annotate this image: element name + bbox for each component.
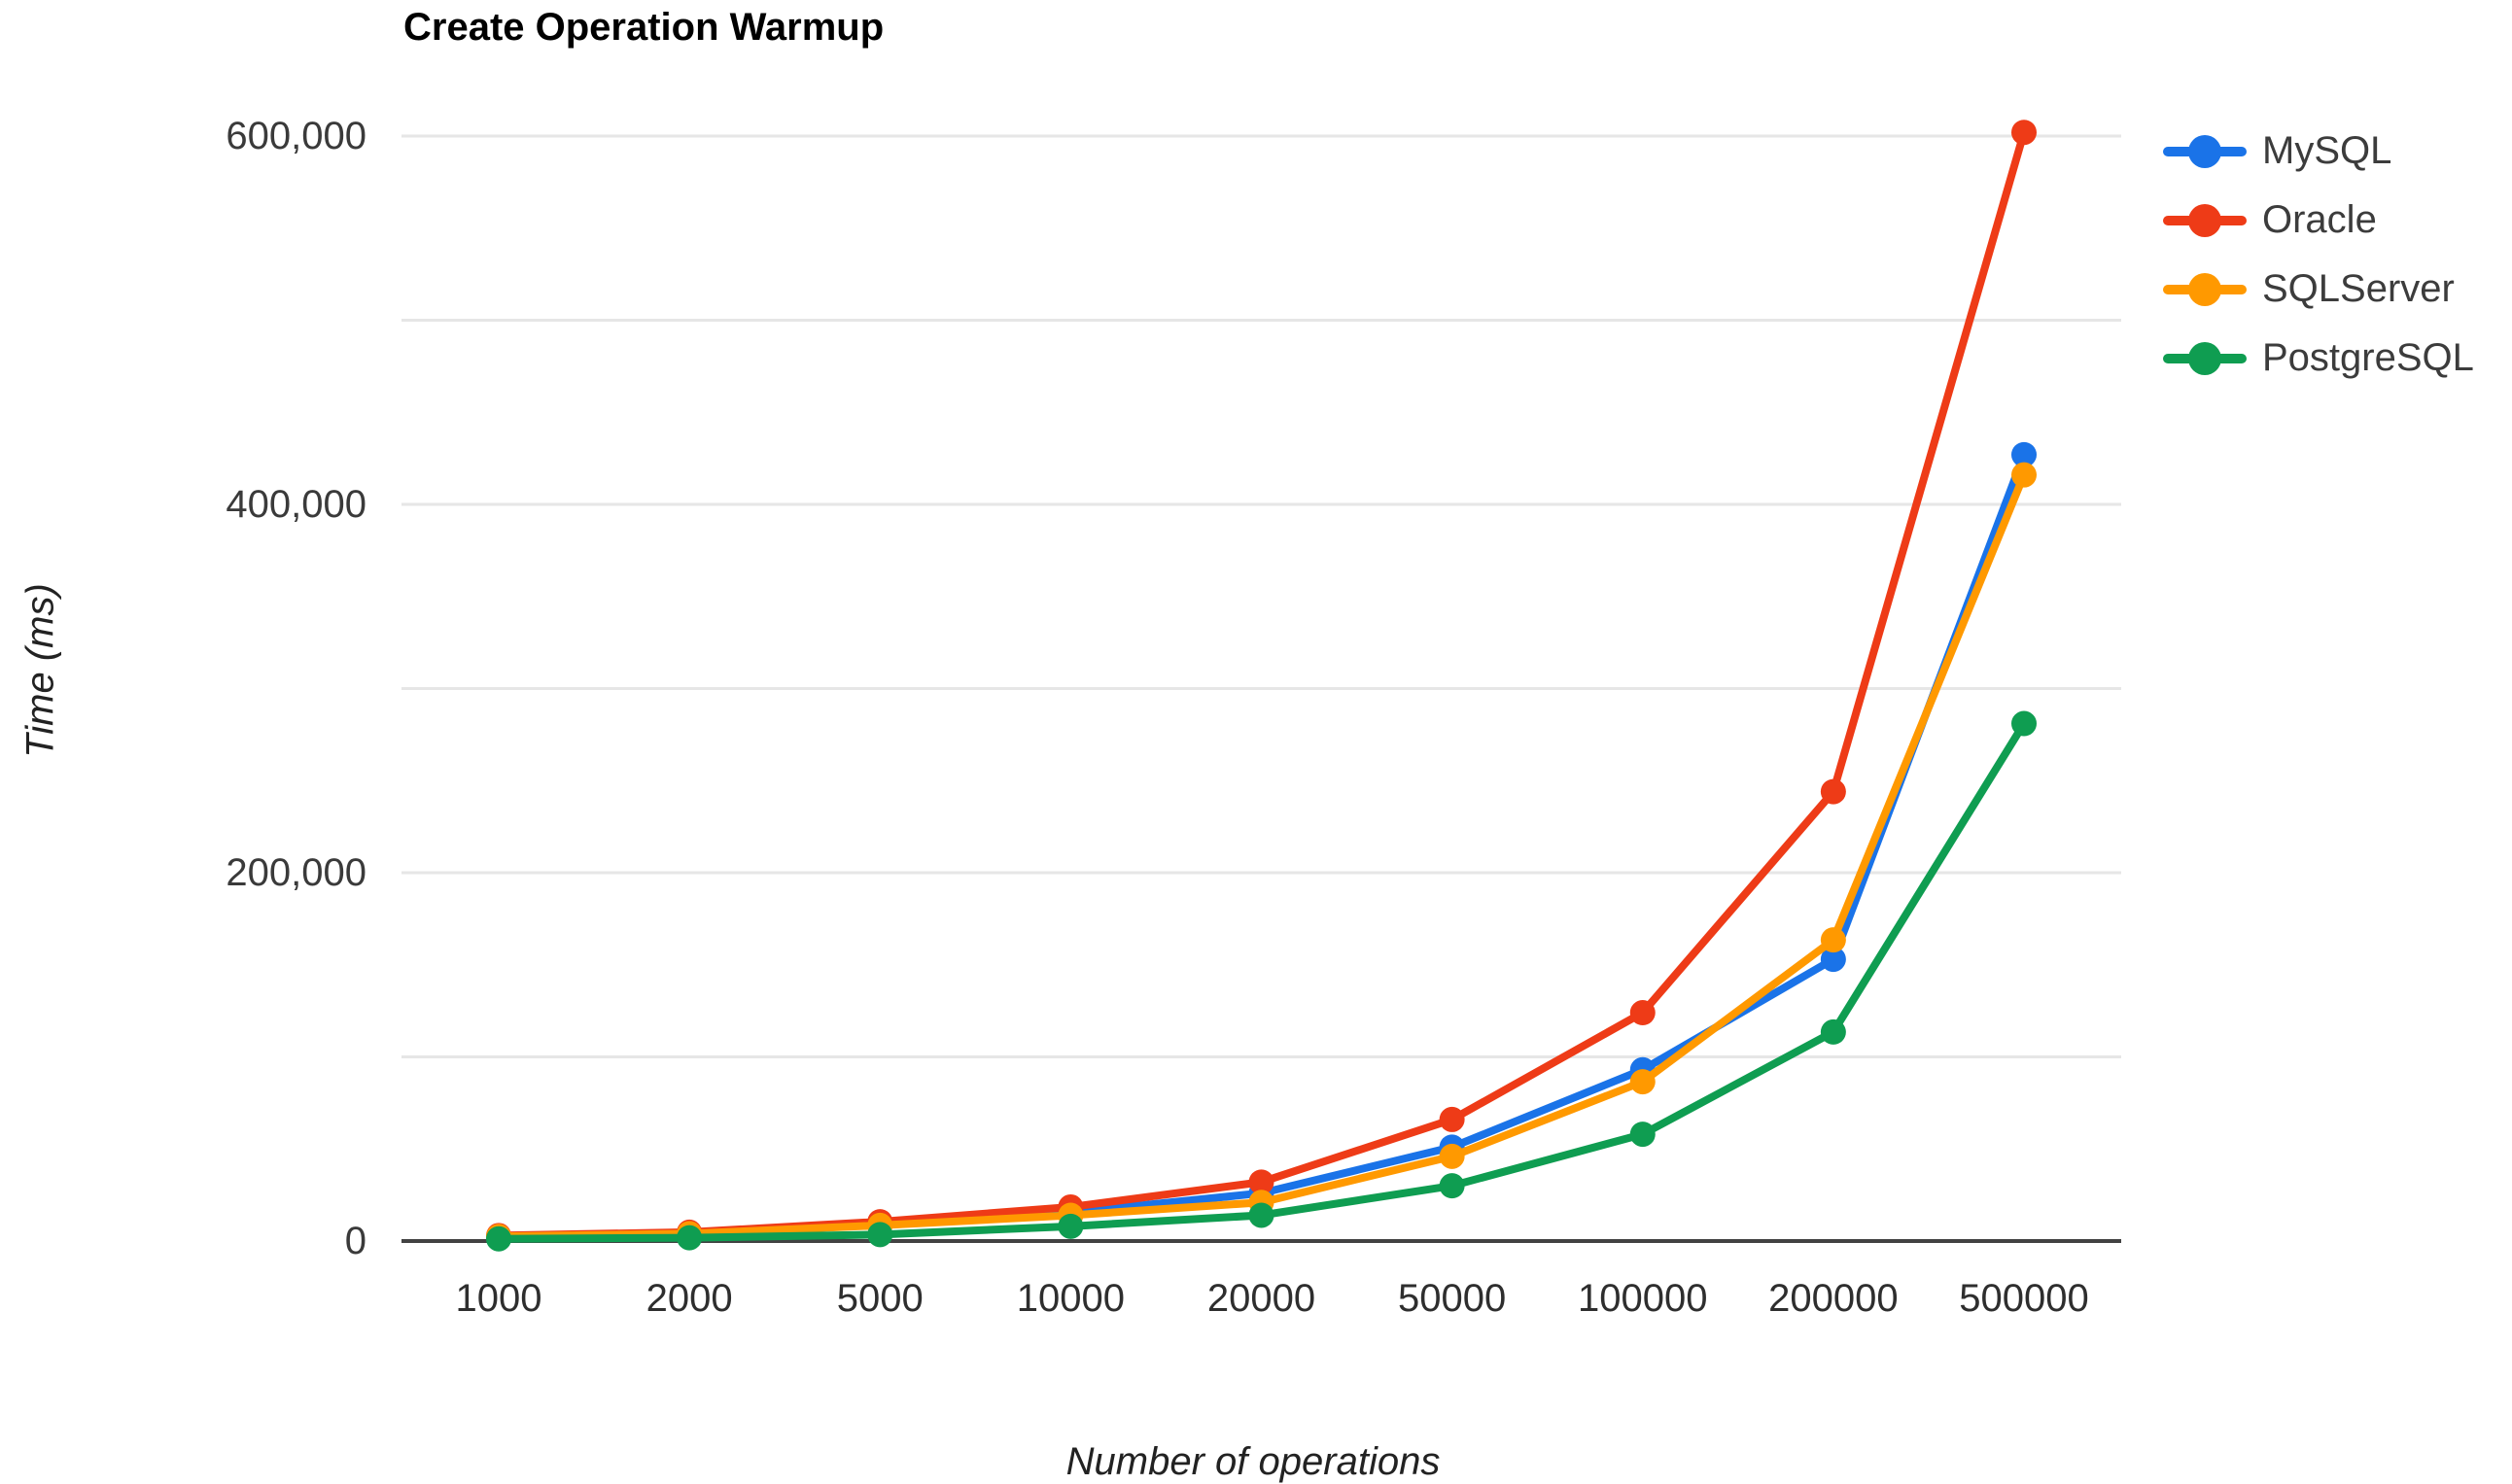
x-tick-label: 1000 bbox=[455, 1277, 542, 1320]
data-point-postgresql-100000 bbox=[1629, 1122, 1656, 1148]
legend-item-sqlserver: SQLServer bbox=[2163, 255, 2474, 324]
series-line-mysql bbox=[495, 450, 2028, 1242]
legend-item-oracle: Oracle bbox=[2163, 186, 2474, 255]
data-point-oracle-500000 bbox=[2011, 120, 2037, 146]
legend-item-postgresql: PostgreSQL bbox=[2163, 324, 2474, 393]
x-tick-label: 10000 bbox=[1016, 1277, 1125, 1320]
data-point-postgresql-2000 bbox=[677, 1225, 703, 1251]
data-point-postgresql-200000 bbox=[1820, 1018, 1846, 1045]
x-tick-label: 5000 bbox=[836, 1277, 924, 1320]
data-point-sqlserver-100000 bbox=[1629, 1069, 1656, 1095]
legend-item-mysql: MySQL bbox=[2163, 117, 2474, 186]
legend-label: MySQL bbox=[2262, 129, 2392, 172]
legend-label: PostgreSQL bbox=[2262, 336, 2474, 379]
data-point-oracle-200000 bbox=[1820, 778, 1846, 805]
postgresql-dot-icon bbox=[2188, 341, 2221, 375]
data-point-postgresql-500000 bbox=[2011, 710, 2037, 737]
data-point-postgresql-10000 bbox=[1058, 1213, 1084, 1239]
x-tick-label: 500000 bbox=[1959, 1277, 2089, 1320]
data-point-postgresql-5000 bbox=[867, 1222, 893, 1248]
postgresql-line-swatch bbox=[2163, 341, 2247, 375]
data-point-mysql-500000 bbox=[2011, 441, 2037, 467]
data-point-sqlserver-200000 bbox=[1820, 927, 1846, 953]
sqlserver-line-swatch bbox=[2163, 272, 2247, 306]
mysql-line-swatch bbox=[2163, 134, 2247, 168]
y-tick-label: 0 bbox=[344, 1220, 366, 1262]
oracle-line-swatch bbox=[2163, 203, 2247, 237]
y-tick-label: 400,000 bbox=[226, 483, 366, 526]
x-tick-label: 2000 bbox=[645, 1277, 733, 1320]
data-point-oracle-50000 bbox=[1439, 1106, 1465, 1132]
legend-label: SQLServer bbox=[2262, 267, 2455, 310]
y-tick-label: 200,000 bbox=[226, 851, 366, 894]
series-line-sqlserver bbox=[495, 470, 2028, 1241]
mysql-dot-icon bbox=[2188, 134, 2221, 168]
data-point-mysql-200000 bbox=[1820, 947, 1846, 973]
data-point-sqlserver-50000 bbox=[1439, 1143, 1465, 1169]
series-line-oracle bbox=[495, 128, 2028, 1240]
data-point-postgresql-50000 bbox=[1439, 1173, 1465, 1199]
x-tick-label: 20000 bbox=[1206, 1277, 1316, 1320]
data-point-sqlserver-500000 bbox=[2011, 462, 2037, 488]
chart-title: Create Operation Warmup bbox=[403, 6, 885, 49]
data-point-postgresql-1000 bbox=[486, 1225, 511, 1252]
x-tick-label: 100000 bbox=[1578, 1277, 1708, 1320]
sqlserver-dot-icon bbox=[2188, 272, 2221, 306]
x-tick-label: 200000 bbox=[1768, 1277, 1899, 1320]
legend: MySQL Oracle SQLServer PostgreSQL bbox=[2163, 117, 2474, 393]
y-tick-label: 600,000 bbox=[226, 115, 366, 157]
legend-label: Oracle bbox=[2262, 198, 2377, 241]
data-point-oracle-20000 bbox=[1248, 1169, 1274, 1195]
x-tick-label: 50000 bbox=[1398, 1277, 1507, 1320]
data-point-oracle-100000 bbox=[1629, 1000, 1656, 1026]
data-point-postgresql-20000 bbox=[1248, 1202, 1274, 1228]
oracle-dot-icon bbox=[2188, 203, 2221, 237]
x-axis-title: Number of operations bbox=[1065, 1440, 1441, 1483]
y-axis-title: Time (ms) bbox=[18, 583, 62, 758]
